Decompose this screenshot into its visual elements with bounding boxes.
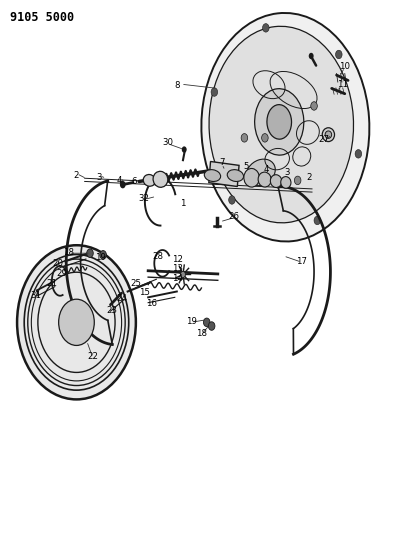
Text: 10: 10	[339, 62, 350, 70]
Ellipse shape	[209, 26, 353, 223]
Ellipse shape	[246, 159, 275, 185]
Text: 29: 29	[56, 269, 67, 278]
Circle shape	[100, 251, 106, 259]
Circle shape	[182, 147, 187, 153]
Circle shape	[203, 318, 210, 327]
Text: 30: 30	[162, 138, 173, 147]
Ellipse shape	[201, 13, 369, 241]
Text: 2: 2	[74, 171, 79, 180]
Text: 2: 2	[306, 173, 312, 182]
Circle shape	[335, 50, 342, 59]
Text: 14: 14	[172, 273, 183, 282]
Polygon shape	[209, 161, 239, 187]
Text: 19: 19	[95, 253, 106, 262]
Circle shape	[309, 53, 314, 59]
Circle shape	[311, 102, 317, 110]
Text: 31: 31	[30, 290, 41, 300]
Text: 8: 8	[174, 81, 180, 90]
Text: 4: 4	[263, 165, 269, 174]
Ellipse shape	[255, 88, 304, 155]
Text: 3: 3	[285, 168, 290, 177]
Text: 17: 17	[296, 257, 307, 265]
Circle shape	[262, 134, 268, 142]
Text: 18: 18	[196, 329, 207, 338]
Text: 7: 7	[219, 158, 225, 167]
Circle shape	[263, 23, 269, 32]
Text: 28: 28	[152, 253, 163, 261]
Text: 20: 20	[53, 260, 64, 268]
Circle shape	[120, 181, 126, 188]
Ellipse shape	[325, 131, 332, 139]
Circle shape	[229, 196, 235, 204]
Text: 9105 5000: 9105 5000	[10, 11, 74, 25]
Circle shape	[59, 299, 94, 345]
Ellipse shape	[267, 104, 291, 139]
Circle shape	[355, 150, 362, 158]
Text: 21: 21	[46, 279, 58, 288]
Ellipse shape	[281, 176, 291, 188]
Ellipse shape	[143, 174, 155, 186]
Text: 18: 18	[63, 248, 74, 257]
Text: 15: 15	[139, 288, 150, 297]
Text: 13: 13	[172, 264, 183, 273]
Ellipse shape	[244, 168, 259, 187]
Text: 25: 25	[130, 279, 141, 288]
Circle shape	[87, 249, 93, 257]
Text: 12: 12	[172, 255, 183, 263]
Ellipse shape	[258, 172, 271, 187]
Text: 32: 32	[139, 194, 150, 203]
Ellipse shape	[227, 169, 244, 181]
Ellipse shape	[270, 175, 282, 188]
Ellipse shape	[153, 171, 168, 187]
Circle shape	[208, 322, 215, 330]
Text: 11: 11	[337, 79, 348, 88]
Text: 22: 22	[88, 352, 98, 361]
Text: 3: 3	[96, 173, 102, 182]
Text: 24: 24	[116, 294, 127, 303]
Circle shape	[241, 134, 248, 142]
Text: 26: 26	[229, 212, 240, 221]
Text: 6: 6	[132, 177, 137, 186]
Circle shape	[17, 245, 136, 399]
Circle shape	[314, 216, 321, 225]
Text: 19: 19	[186, 317, 196, 326]
Circle shape	[211, 88, 218, 96]
Text: 4: 4	[117, 176, 122, 185]
Ellipse shape	[322, 128, 335, 142]
Circle shape	[180, 271, 185, 278]
Text: 27: 27	[319, 135, 330, 144]
Text: 5: 5	[244, 162, 249, 171]
Circle shape	[294, 176, 301, 184]
Text: 1: 1	[180, 199, 186, 208]
Text: 16: 16	[146, 298, 157, 308]
Text: 23: 23	[106, 305, 118, 314]
Ellipse shape	[204, 169, 221, 181]
